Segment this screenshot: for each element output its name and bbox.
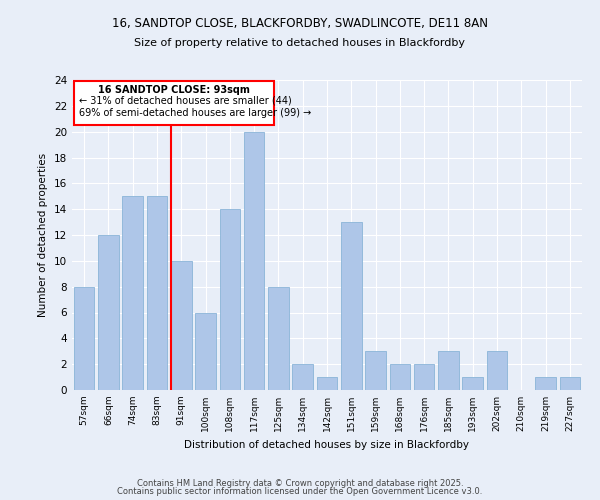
Bar	[487, 351, 508, 390]
Bar	[389, 364, 410, 390]
Bar	[244, 132, 265, 390]
X-axis label: Distribution of detached houses by size in Blackfordby: Distribution of detached houses by size …	[185, 440, 470, 450]
Bar	[220, 209, 240, 390]
Bar	[365, 351, 386, 390]
Text: 16 SANDTOP CLOSE: 93sqm: 16 SANDTOP CLOSE: 93sqm	[98, 85, 250, 95]
Bar	[292, 364, 313, 390]
Text: 16, SANDTOP CLOSE, BLACKFORDBY, SWADLINCOTE, DE11 8AN: 16, SANDTOP CLOSE, BLACKFORDBY, SWADLINC…	[112, 18, 488, 30]
Bar	[74, 286, 94, 390]
Bar	[463, 377, 483, 390]
Bar	[268, 286, 289, 390]
Bar	[195, 312, 216, 390]
Text: ← 31% of detached houses are smaller (44): ← 31% of detached houses are smaller (44…	[79, 96, 292, 106]
Bar	[122, 196, 143, 390]
Bar	[560, 377, 580, 390]
Y-axis label: Number of detached properties: Number of detached properties	[38, 153, 49, 317]
Bar	[98, 235, 119, 390]
Bar	[535, 377, 556, 390]
Text: Size of property relative to detached houses in Blackfordby: Size of property relative to detached ho…	[134, 38, 466, 48]
Bar	[146, 196, 167, 390]
Text: Contains HM Land Registry data © Crown copyright and database right 2025.: Contains HM Land Registry data © Crown c…	[137, 478, 463, 488]
Text: Contains public sector information licensed under the Open Government Licence v3: Contains public sector information licen…	[118, 487, 482, 496]
FancyBboxPatch shape	[74, 82, 274, 125]
Bar	[438, 351, 459, 390]
Text: 69% of semi-detached houses are larger (99) →: 69% of semi-detached houses are larger (…	[79, 108, 311, 118]
Bar	[414, 364, 434, 390]
Bar	[341, 222, 362, 390]
Bar	[317, 377, 337, 390]
Bar	[171, 261, 191, 390]
